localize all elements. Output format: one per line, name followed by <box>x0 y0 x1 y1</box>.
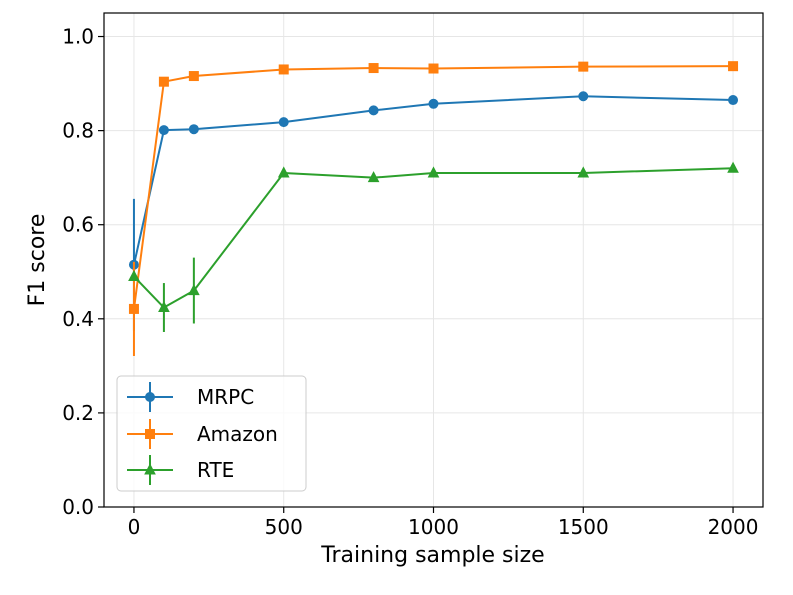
legend-label-amazon: Amazon <box>197 422 278 446</box>
legend-marker-shape-mrpc <box>145 392 155 402</box>
data-point-rte <box>277 166 290 178</box>
data-point-amazon <box>128 303 139 314</box>
data-point-amazon <box>428 63 439 74</box>
series-layer <box>128 61 739 356</box>
data-point-mrpc <box>278 117 289 128</box>
data-point-amazon <box>578 61 589 72</box>
data-point-rte <box>367 171 380 183</box>
data-point-rte <box>577 166 590 178</box>
legend-entry-mrpc: MRPC <box>127 382 254 412</box>
x-tick-label-500: 500 <box>265 515 303 539</box>
data-point-amazon <box>728 61 739 72</box>
data-point-rte <box>188 284 200 296</box>
y-tick-label-0-4: 0.4 <box>62 307 94 331</box>
data-point-amazon <box>188 71 199 82</box>
data-point-mrpc <box>158 125 169 136</box>
x-tick-label-1500: 1500 <box>558 515 609 539</box>
legend-entry-amazon: Amazon <box>127 419 278 449</box>
x-tick-label-0: 0 <box>128 515 141 539</box>
data-point-rte <box>427 166 440 178</box>
data-point-mrpc <box>188 124 199 135</box>
legend-label-rte: RTE <box>197 458 234 482</box>
legend-marker-shape-rte <box>144 463 156 475</box>
legend-frame <box>116 375 307 492</box>
legend-marker-amazon <box>145 429 155 439</box>
data-point-amazon <box>278 64 289 75</box>
data-point-rte <box>727 161 739 173</box>
y-tick-label-0-6: 0.6 <box>62 213 94 237</box>
data-point-amazon <box>158 76 169 87</box>
data-point-amazon <box>368 63 379 74</box>
y-tick-label-0-0: 0.0 <box>62 495 94 519</box>
legend-label-mrpc: MRPC <box>197 385 254 409</box>
y-axis-label: F1 score <box>25 214 50 307</box>
y-tick-label-0-8: 0.8 <box>62 119 94 143</box>
axis-ticks: 0 500 1000 1500 2000 0.0 0.2 0.4 0.6 0.8 1.0 <box>62 25 758 539</box>
legend-marker-rte <box>144 463 156 475</box>
y-tick-label-0-2: 0.2 <box>62 401 94 425</box>
x-axis-label: Training sample size <box>320 543 544 568</box>
x-tick-label-1000: 1000 <box>408 515 459 539</box>
legend: MRPC Amazon RTE <box>116 375 307 492</box>
data-point-mrpc <box>428 98 439 109</box>
x-tick-label-2000: 2000 <box>708 515 759 539</box>
legend-marker-mrpc <box>145 392 155 402</box>
y-tick-label-1-0: 1.0 <box>62 25 94 49</box>
data-point-rte <box>128 269 140 281</box>
data-point-rte <box>158 300 170 313</box>
data-point-mrpc <box>368 105 379 116</box>
data-point-mrpc <box>728 95 739 106</box>
series-rte <box>128 161 739 332</box>
legend-entry-rte: RTE <box>127 455 234 485</box>
series-line-rte <box>133 167 734 309</box>
data-point-mrpc <box>578 91 589 102</box>
legend-marker-shape-amazon <box>145 429 155 439</box>
